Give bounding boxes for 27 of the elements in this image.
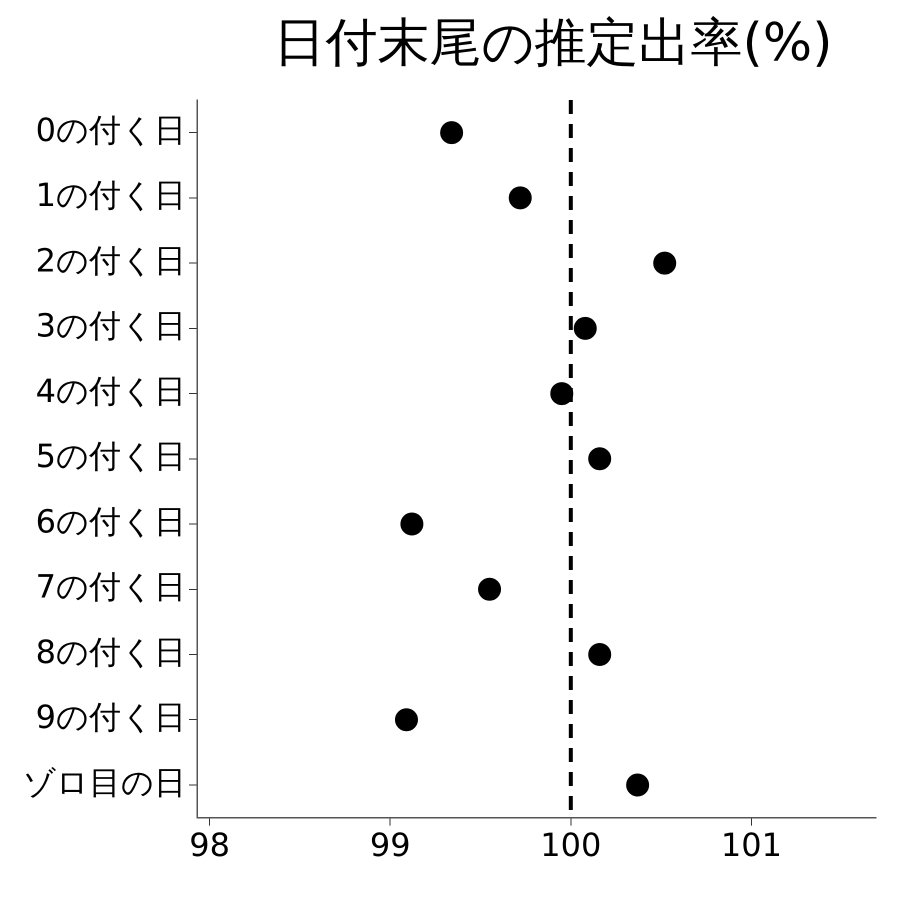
- point: [394, 708, 418, 732]
- point: [508, 186, 532, 210]
- x-tick-label: 98: [189, 826, 230, 864]
- point: [626, 773, 650, 796]
- y-tick-label: 1の付く日: [36, 176, 186, 214]
- y-tick-label: 4の付く日: [36, 372, 186, 410]
- point: [550, 382, 574, 406]
- x-tick-label: 99: [370, 826, 411, 864]
- y-tick-label: 9の付く日: [36, 698, 186, 736]
- y-tick-label: 5の付く日: [36, 437, 186, 476]
- y-tick-label: 7の付く日: [36, 568, 186, 606]
- point: [478, 578, 502, 601]
- y-tick-label: ゾロ目の日: [23, 763, 186, 802]
- point: [588, 447, 612, 470]
- y-tick-label: 3の付く日: [36, 306, 186, 345]
- point: [440, 121, 464, 144]
- point: [653, 252, 676, 275]
- chart-title: 日付末尾の推定出率(%): [272, 12, 834, 75]
- y-tick-label: 0の付く日: [36, 110, 186, 149]
- y-tick-label: 6の付く日: [36, 502, 186, 540]
- point: [574, 316, 597, 340]
- y-tick-label: 8の付く日: [36, 632, 186, 671]
- x-tick-label: 100: [540, 826, 602, 864]
- point: [400, 512, 424, 536]
- x-tick-label: 101: [720, 826, 782, 864]
- point: [588, 643, 612, 666]
- y-tick-label: 2の付く日: [36, 241, 186, 280]
